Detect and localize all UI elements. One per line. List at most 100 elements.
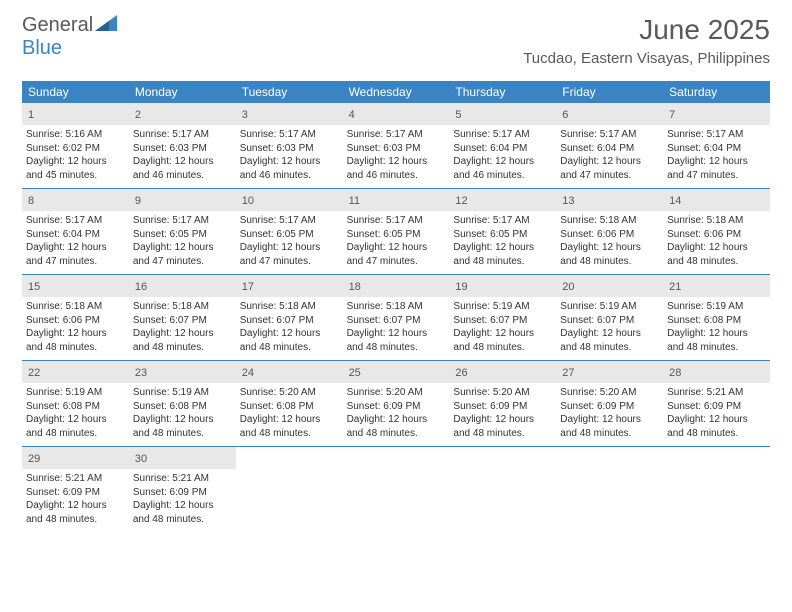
sunset-line: Sunset: 6:07 PM xyxy=(133,314,232,328)
sunset-line: Sunset: 6:08 PM xyxy=(667,314,766,328)
sunrise-line: Sunrise: 5:17 AM xyxy=(347,214,446,228)
calendar: Sunday Monday Tuesday Wednesday Thursday… xyxy=(22,81,770,532)
calendar-day-cell: 13Sunrise: 5:18 AMSunset: 6:06 PMDayligh… xyxy=(556,189,663,274)
day-number: 29 xyxy=(28,453,40,465)
daylight-line: Daylight: 12 hours and 47 minutes. xyxy=(347,241,446,268)
calendar-week: 29Sunrise: 5:21 AMSunset: 6:09 PMDayligh… xyxy=(22,447,770,532)
daylight-line: Daylight: 12 hours and 48 minutes. xyxy=(667,241,766,268)
day-number: 16 xyxy=(135,281,147,293)
calendar-day-cell: 4Sunrise: 5:17 AMSunset: 6:03 PMDaylight… xyxy=(343,103,450,188)
day-number: 25 xyxy=(349,367,361,379)
sunset-line: Sunset: 6:05 PM xyxy=(240,228,339,242)
day-number: 13 xyxy=(562,195,574,207)
sunrise-line: Sunrise: 5:18 AM xyxy=(26,300,125,314)
calendar-day-cell: 20 Sunrise: 5:19 AMSunset: 6:07 PMDayligh… xyxy=(556,275,663,360)
calendar-day-cell: 16Sunrise: 5:18 AMSunset: 6:07 PMDayligh… xyxy=(129,275,236,360)
day-number-bar: 17 xyxy=(236,275,343,297)
day-number: 17 xyxy=(242,281,254,293)
day-number-bar: 29 xyxy=(22,447,129,469)
day-header-cell: Wednesday xyxy=(343,81,450,103)
daylight-line: Daylight: 12 hours and 47 minutes. xyxy=(26,241,125,268)
sunset-line: Sunset: 6:04 PM xyxy=(26,228,125,242)
day-number: 28 xyxy=(669,367,681,379)
daylight-line: Daylight: 12 hours and 47 minutes. xyxy=(240,241,339,268)
day-number: 9 xyxy=(135,195,141,207)
sunrise-line: Sunrise: 5:17 AM xyxy=(240,128,339,142)
sunrise-line: Sunrise: 5:18 AM xyxy=(667,214,766,228)
calendar-day-cell: 6Sunrise: 5:17 AMSunset: 6:04 PMDaylight… xyxy=(556,103,663,188)
calendar-day-cell: 19Sunrise: 5:19 AMSunset: 6:07 PMDayligh… xyxy=(449,275,556,360)
sunrise-line: Sunrise: 5:17 AM xyxy=(667,128,766,142)
sunrise-line: Sunrise: 5:19 AM xyxy=(667,300,766,314)
daylight-line: Daylight: 12 hours and 46 minutes. xyxy=(240,155,339,182)
sunset-line: Sunset: 6:05 PM xyxy=(133,228,232,242)
day-number-bar: 6 xyxy=(556,103,663,125)
sunrise-line: Sunrise: 5:17 AM xyxy=(453,128,552,142)
sunrise-line: Sunrise: 5:19 AM xyxy=(26,386,125,400)
day-number-bar: 22 xyxy=(22,361,129,383)
calendar-day-cell: 9Sunrise: 5:17 AMSunset: 6:05 PMDaylight… xyxy=(129,189,236,274)
sunset-line: Sunset: 6:06 PM xyxy=(560,228,659,242)
day-number: 22 xyxy=(28,367,40,379)
day-number: 27 xyxy=(562,367,574,379)
day-header-cell: Tuesday xyxy=(236,81,343,103)
sunrise-line: Sunrise: 5:20 AM xyxy=(453,386,552,400)
calendar-day-cell: 1Sunrise: 5:16 AMSunset: 6:02 PMDaylight… xyxy=(22,103,129,188)
sunrise-line: Sunrise: 5:18 AM xyxy=(560,214,659,228)
sunset-line: Sunset: 6:08 PM xyxy=(240,400,339,414)
sunset-line: Sunset: 6:06 PM xyxy=(26,314,125,328)
day-header-cell: Monday xyxy=(129,81,236,103)
day-number-bar: 21 xyxy=(663,275,770,297)
sunrise-line: Sunrise: 5:19 AM xyxy=(560,300,659,314)
day-number-bar: 23 xyxy=(129,361,236,383)
daylight-line: Daylight: 12 hours and 48 minutes. xyxy=(560,327,659,354)
sunrise-line: Sunrise: 5:21 AM xyxy=(133,472,232,486)
day-number: 12 xyxy=(455,195,467,207)
daylight-line: Daylight: 12 hours and 48 minutes. xyxy=(453,413,552,440)
daylight-line: Daylight: 12 hours and 48 minutes. xyxy=(26,413,125,440)
sunrise-line: Sunrise: 5:17 AM xyxy=(240,214,339,228)
calendar-week: 15Sunrise: 5:18 AMSunset: 6:06 PMDayligh… xyxy=(22,275,770,361)
sunrise-line: Sunrise: 5:17 AM xyxy=(26,214,125,228)
sunrise-line: Sunrise: 5:18 AM xyxy=(347,300,446,314)
calendar-day-cell: 14Sunrise: 5:18 AMSunset: 6:06 PMDayligh… xyxy=(663,189,770,274)
logo-triangle-icon xyxy=(95,15,117,31)
day-number-bar: 24 xyxy=(236,361,343,383)
calendar-day-cell: 8 Sunrise: 5:17 AMSunset: 6:04 PMDaylight… xyxy=(22,189,129,274)
sunset-line: Sunset: 6:07 PM xyxy=(560,314,659,328)
sunrise-line: Sunrise: 5:17 AM xyxy=(347,128,446,142)
daylight-line: Daylight: 12 hours and 48 minutes. xyxy=(26,327,125,354)
day-number-bar: 19 xyxy=(449,275,556,297)
day-number: 26 xyxy=(455,367,467,379)
day-number: 19 xyxy=(455,281,467,293)
day-number: 20 xyxy=(562,281,574,293)
sunset-line: Sunset: 6:07 PM xyxy=(347,314,446,328)
day-number-bar: 28 xyxy=(663,361,770,383)
day-number-bar: 16 xyxy=(129,275,236,297)
title-block: June 2025 Tucdao, Eastern Visayas, Phili… xyxy=(523,14,770,67)
sunrise-line: Sunrise: 5:20 AM xyxy=(240,386,339,400)
logo-word1: General xyxy=(22,14,93,36)
day-number-bar: 7 xyxy=(663,103,770,125)
daylight-line: Daylight: 12 hours and 47 minutes. xyxy=(133,241,232,268)
day-number-bar: 14 xyxy=(663,189,770,211)
calendar-day-cell xyxy=(556,447,663,532)
day-number-bar: 8 xyxy=(22,189,129,211)
day-number-bar: 2 xyxy=(129,103,236,125)
day-number-bar: 26 xyxy=(449,361,556,383)
calendar-day-cell: 30Sunrise: 5:21 AMSunset: 6:09 PMDayligh… xyxy=(129,447,236,532)
sunset-line: Sunset: 6:09 PM xyxy=(347,400,446,414)
daylight-line: Daylight: 12 hours and 45 minutes. xyxy=(26,155,125,182)
sunset-line: Sunset: 6:03 PM xyxy=(133,142,232,156)
sunset-line: Sunset: 6:08 PM xyxy=(26,400,125,414)
daylight-line: Daylight: 12 hours and 48 minutes. xyxy=(347,327,446,354)
daylight-line: Daylight: 12 hours and 48 minutes. xyxy=(453,241,552,268)
sunset-line: Sunset: 6:09 PM xyxy=(560,400,659,414)
daylight-line: Daylight: 12 hours and 48 minutes. xyxy=(133,499,232,526)
calendar-day-cell: 25Sunrise: 5:20 AMSunset: 6:09 PMDayligh… xyxy=(343,361,450,446)
daylight-line: Daylight: 12 hours and 47 minutes. xyxy=(667,155,766,182)
sunrise-line: Sunrise: 5:20 AM xyxy=(560,386,659,400)
header: General Blue June 2025 Tucdao, Eastern V… xyxy=(0,0,792,71)
month-title: June 2025 xyxy=(523,14,770,46)
calendar-day-cell: 24Sunrise: 5:20 AMSunset: 6:08 PMDayligh… xyxy=(236,361,343,446)
